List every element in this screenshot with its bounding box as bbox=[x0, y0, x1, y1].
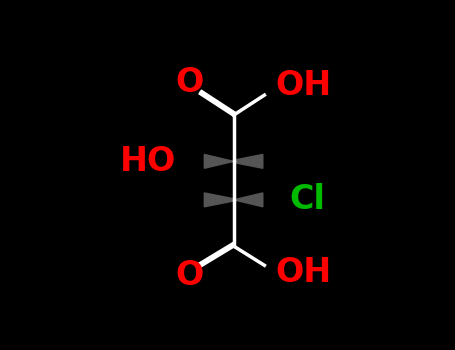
Text: OH: OH bbox=[275, 257, 331, 289]
Text: OH: OH bbox=[275, 69, 331, 103]
Polygon shape bbox=[233, 154, 263, 168]
Text: O: O bbox=[176, 66, 204, 99]
Polygon shape bbox=[204, 193, 233, 207]
Text: HO: HO bbox=[120, 145, 176, 178]
Text: O: O bbox=[176, 259, 204, 292]
Polygon shape bbox=[233, 193, 263, 207]
Text: Cl: Cl bbox=[289, 183, 325, 216]
Polygon shape bbox=[204, 154, 233, 168]
